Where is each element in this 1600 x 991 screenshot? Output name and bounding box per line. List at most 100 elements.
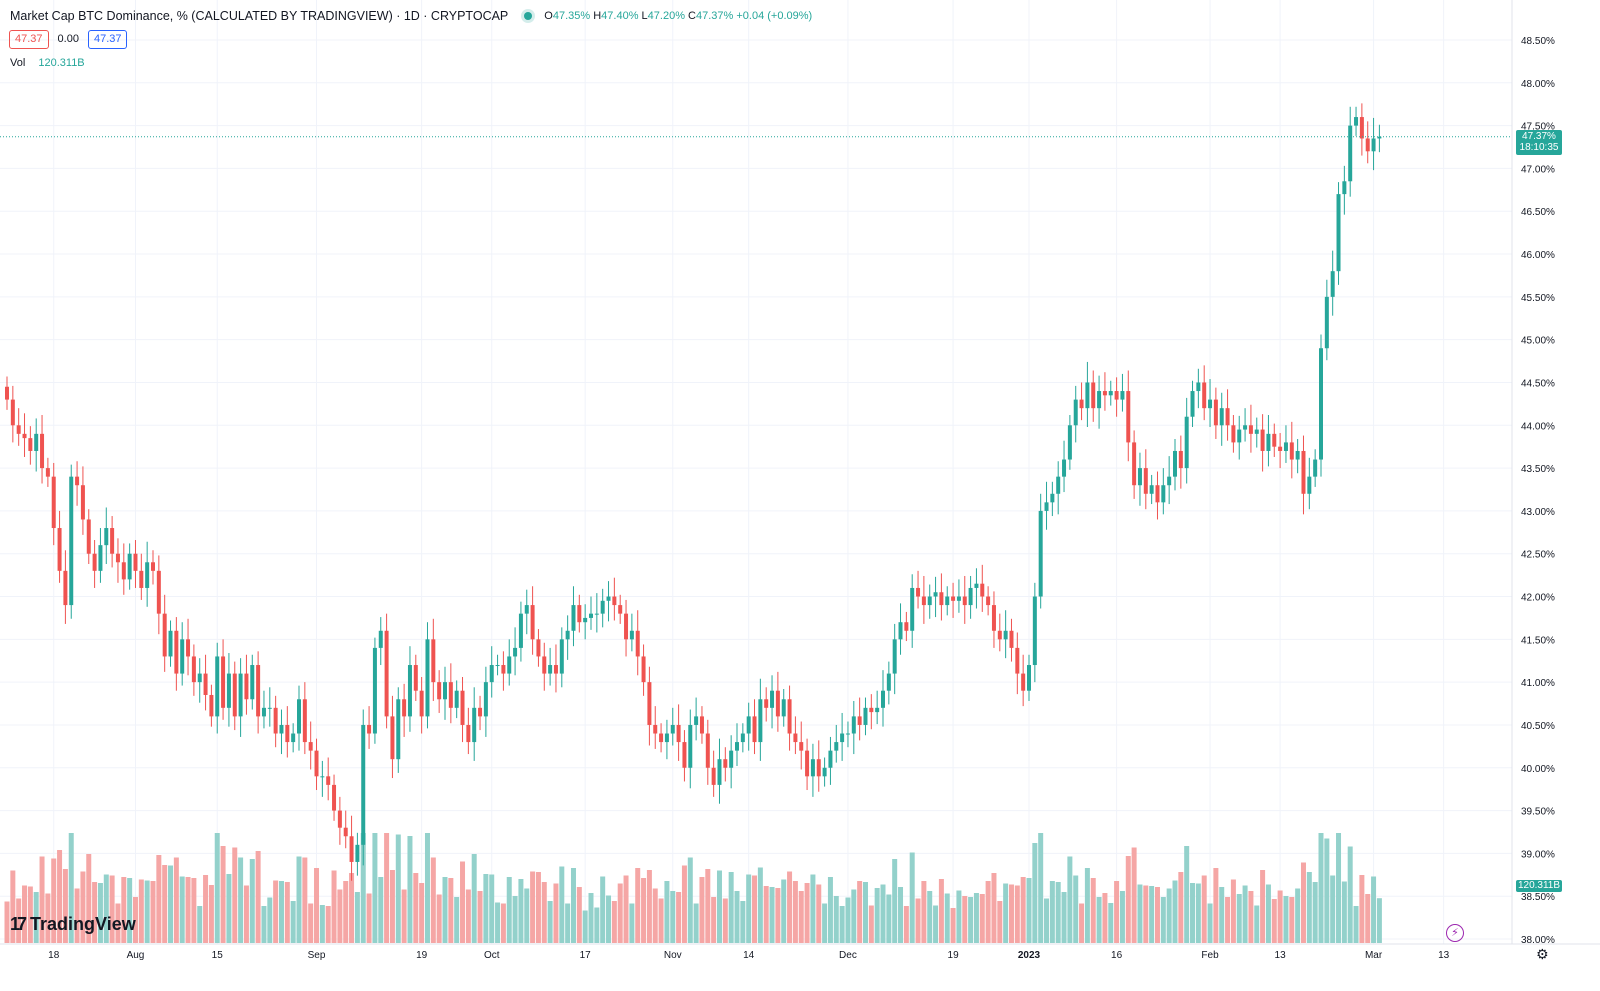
candle bbox=[1330, 250, 1335, 316]
candle-body bbox=[729, 750, 734, 768]
volume-bar bbox=[413, 873, 419, 943]
price-tick-label: 40.50% bbox=[1521, 721, 1555, 732]
candle-body bbox=[659, 733, 664, 743]
candle-body bbox=[1231, 425, 1236, 443]
candle bbox=[1342, 165, 1347, 215]
volume-bar bbox=[699, 877, 705, 943]
candle bbox=[530, 586, 535, 655]
symbol-title[interactable]: Market Cap BTC Dominance, % (CALCULATED … bbox=[10, 9, 509, 23]
candle bbox=[1038, 493, 1043, 609]
candle-body bbox=[238, 673, 243, 717]
volume-bar bbox=[991, 873, 997, 943]
volume-bar bbox=[547, 901, 553, 943]
candle-body bbox=[1365, 138, 1370, 152]
candle-body bbox=[372, 647, 377, 734]
candle bbox=[1301, 435, 1306, 515]
volume-bar bbox=[500, 903, 506, 943]
candle-body bbox=[133, 553, 138, 571]
candle bbox=[857, 697, 862, 741]
candle-body bbox=[641, 656, 646, 683]
candle bbox=[1027, 654, 1031, 701]
volume-bar bbox=[752, 875, 758, 943]
candle-body bbox=[1114, 391, 1119, 400]
candle bbox=[1260, 414, 1265, 472]
volume-bar bbox=[197, 906, 203, 943]
candle bbox=[1295, 438, 1300, 474]
candle-body bbox=[308, 742, 313, 751]
price-tick-label: 46.50% bbox=[1521, 207, 1555, 218]
volume-bar bbox=[80, 871, 86, 943]
volume-bar bbox=[1260, 870, 1266, 943]
volume-bar bbox=[728, 872, 734, 943]
volume-bar bbox=[1341, 881, 1347, 943]
volume-legend[interactable]: Vol 120.311B bbox=[10, 57, 85, 69]
volume-bar bbox=[1096, 897, 1102, 943]
candle-body bbox=[629, 630, 634, 640]
candle-body bbox=[1079, 399, 1084, 409]
candle-body bbox=[466, 724, 471, 743]
candle-body bbox=[121, 562, 126, 580]
volume-bar bbox=[86, 854, 92, 943]
candle bbox=[980, 564, 985, 612]
candle-body bbox=[104, 528, 109, 546]
tradingview-logo[interactable]: 17 TradingView bbox=[10, 914, 136, 935]
lightning-icon[interactable]: ⚡ bbox=[1446, 924, 1464, 942]
candle bbox=[419, 677, 424, 734]
candle bbox=[40, 415, 45, 484]
volume-bar bbox=[606, 895, 612, 943]
volume-bar bbox=[249, 859, 255, 943]
candle bbox=[28, 426, 33, 465]
candle-body bbox=[115, 553, 120, 563]
candle bbox=[705, 719, 710, 785]
volume-bar bbox=[51, 858, 57, 943]
time-axis: 18 Aug 15 Sep 19 Oct 17 Nov 14 Dec 19 2023 16 Feb 13 Ma… bbox=[48, 950, 1449, 961]
candle bbox=[1371, 117, 1376, 171]
price-tick-label: 44.00% bbox=[1521, 421, 1555, 432]
candle-body bbox=[653, 724, 658, 734]
candle-body bbox=[740, 733, 745, 743]
candle-body bbox=[40, 433, 45, 469]
candle bbox=[962, 575, 967, 624]
buy-price-badge[interactable]: 47.37 bbox=[87, 30, 128, 49]
volume-bar bbox=[1330, 875, 1336, 943]
candle bbox=[1324, 279, 1329, 361]
volume-bar bbox=[535, 872, 541, 943]
volume-bar bbox=[337, 889, 343, 943]
candle bbox=[577, 594, 582, 633]
volume-bar bbox=[1137, 884, 1143, 943]
volume-bar bbox=[822, 903, 828, 943]
volume-bar bbox=[1114, 881, 1120, 943]
candle-body bbox=[1354, 117, 1359, 126]
candle-body bbox=[694, 716, 699, 725]
candle bbox=[10, 385, 15, 443]
volume-bar bbox=[419, 883, 425, 943]
sell-price-badge[interactable]: 47.37 bbox=[9, 30, 49, 49]
candle bbox=[845, 721, 850, 748]
candle-body bbox=[1289, 442, 1294, 460]
candle-body bbox=[962, 596, 967, 606]
candle-body bbox=[267, 707, 272, 709]
candle-body bbox=[209, 694, 214, 717]
candle-body bbox=[1371, 138, 1376, 152]
candle-body bbox=[589, 613, 593, 618]
candle bbox=[1178, 435, 1183, 489]
candle-body bbox=[624, 613, 629, 640]
candle bbox=[1354, 106, 1359, 136]
candle bbox=[314, 738, 319, 791]
candle bbox=[816, 740, 821, 792]
volume-bar bbox=[1125, 856, 1131, 943]
candle-body bbox=[1330, 271, 1335, 297]
candle-body bbox=[197, 673, 202, 683]
gear-icon[interactable]: ⚙ bbox=[1536, 946, 1549, 962]
candle-body bbox=[904, 622, 909, 631]
volume-bar bbox=[1184, 846, 1190, 943]
volume-bar bbox=[284, 882, 290, 943]
volume-bar bbox=[389, 870, 395, 943]
candle bbox=[156, 555, 161, 635]
volume-bar bbox=[349, 873, 355, 943]
change-value: +0.04 (+0.09%) bbox=[736, 10, 813, 22]
volume-bar bbox=[541, 882, 547, 943]
candle-body bbox=[1237, 429, 1242, 443]
volume-bar bbox=[588, 893, 594, 943]
